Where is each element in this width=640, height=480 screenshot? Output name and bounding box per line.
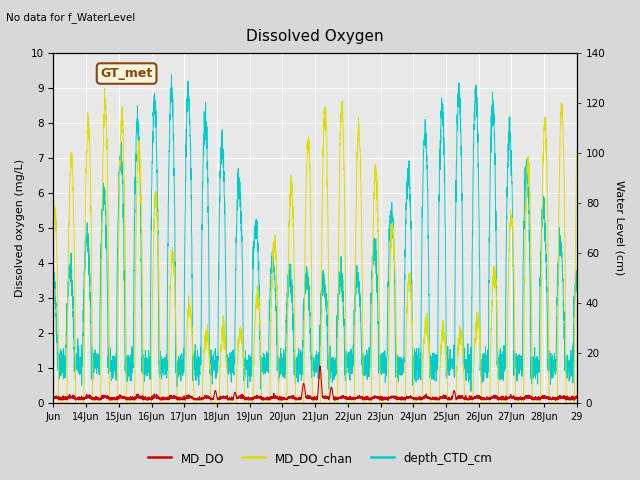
Text: No data for f_WaterLevel: No data for f_WaterLevel <box>6 12 136 23</box>
Title: Dissolved Oxygen: Dissolved Oxygen <box>246 29 384 44</box>
Text: GT_met: GT_met <box>100 67 153 80</box>
Y-axis label: Dissolved oxygen (mg/L): Dissolved oxygen (mg/L) <box>15 158 25 297</box>
Y-axis label: Water Level (cm): Water Level (cm) <box>615 180 625 275</box>
Legend: MD_DO, MD_DO_chan, depth_CTD_cm: MD_DO, MD_DO_chan, depth_CTD_cm <box>143 447 497 469</box>
